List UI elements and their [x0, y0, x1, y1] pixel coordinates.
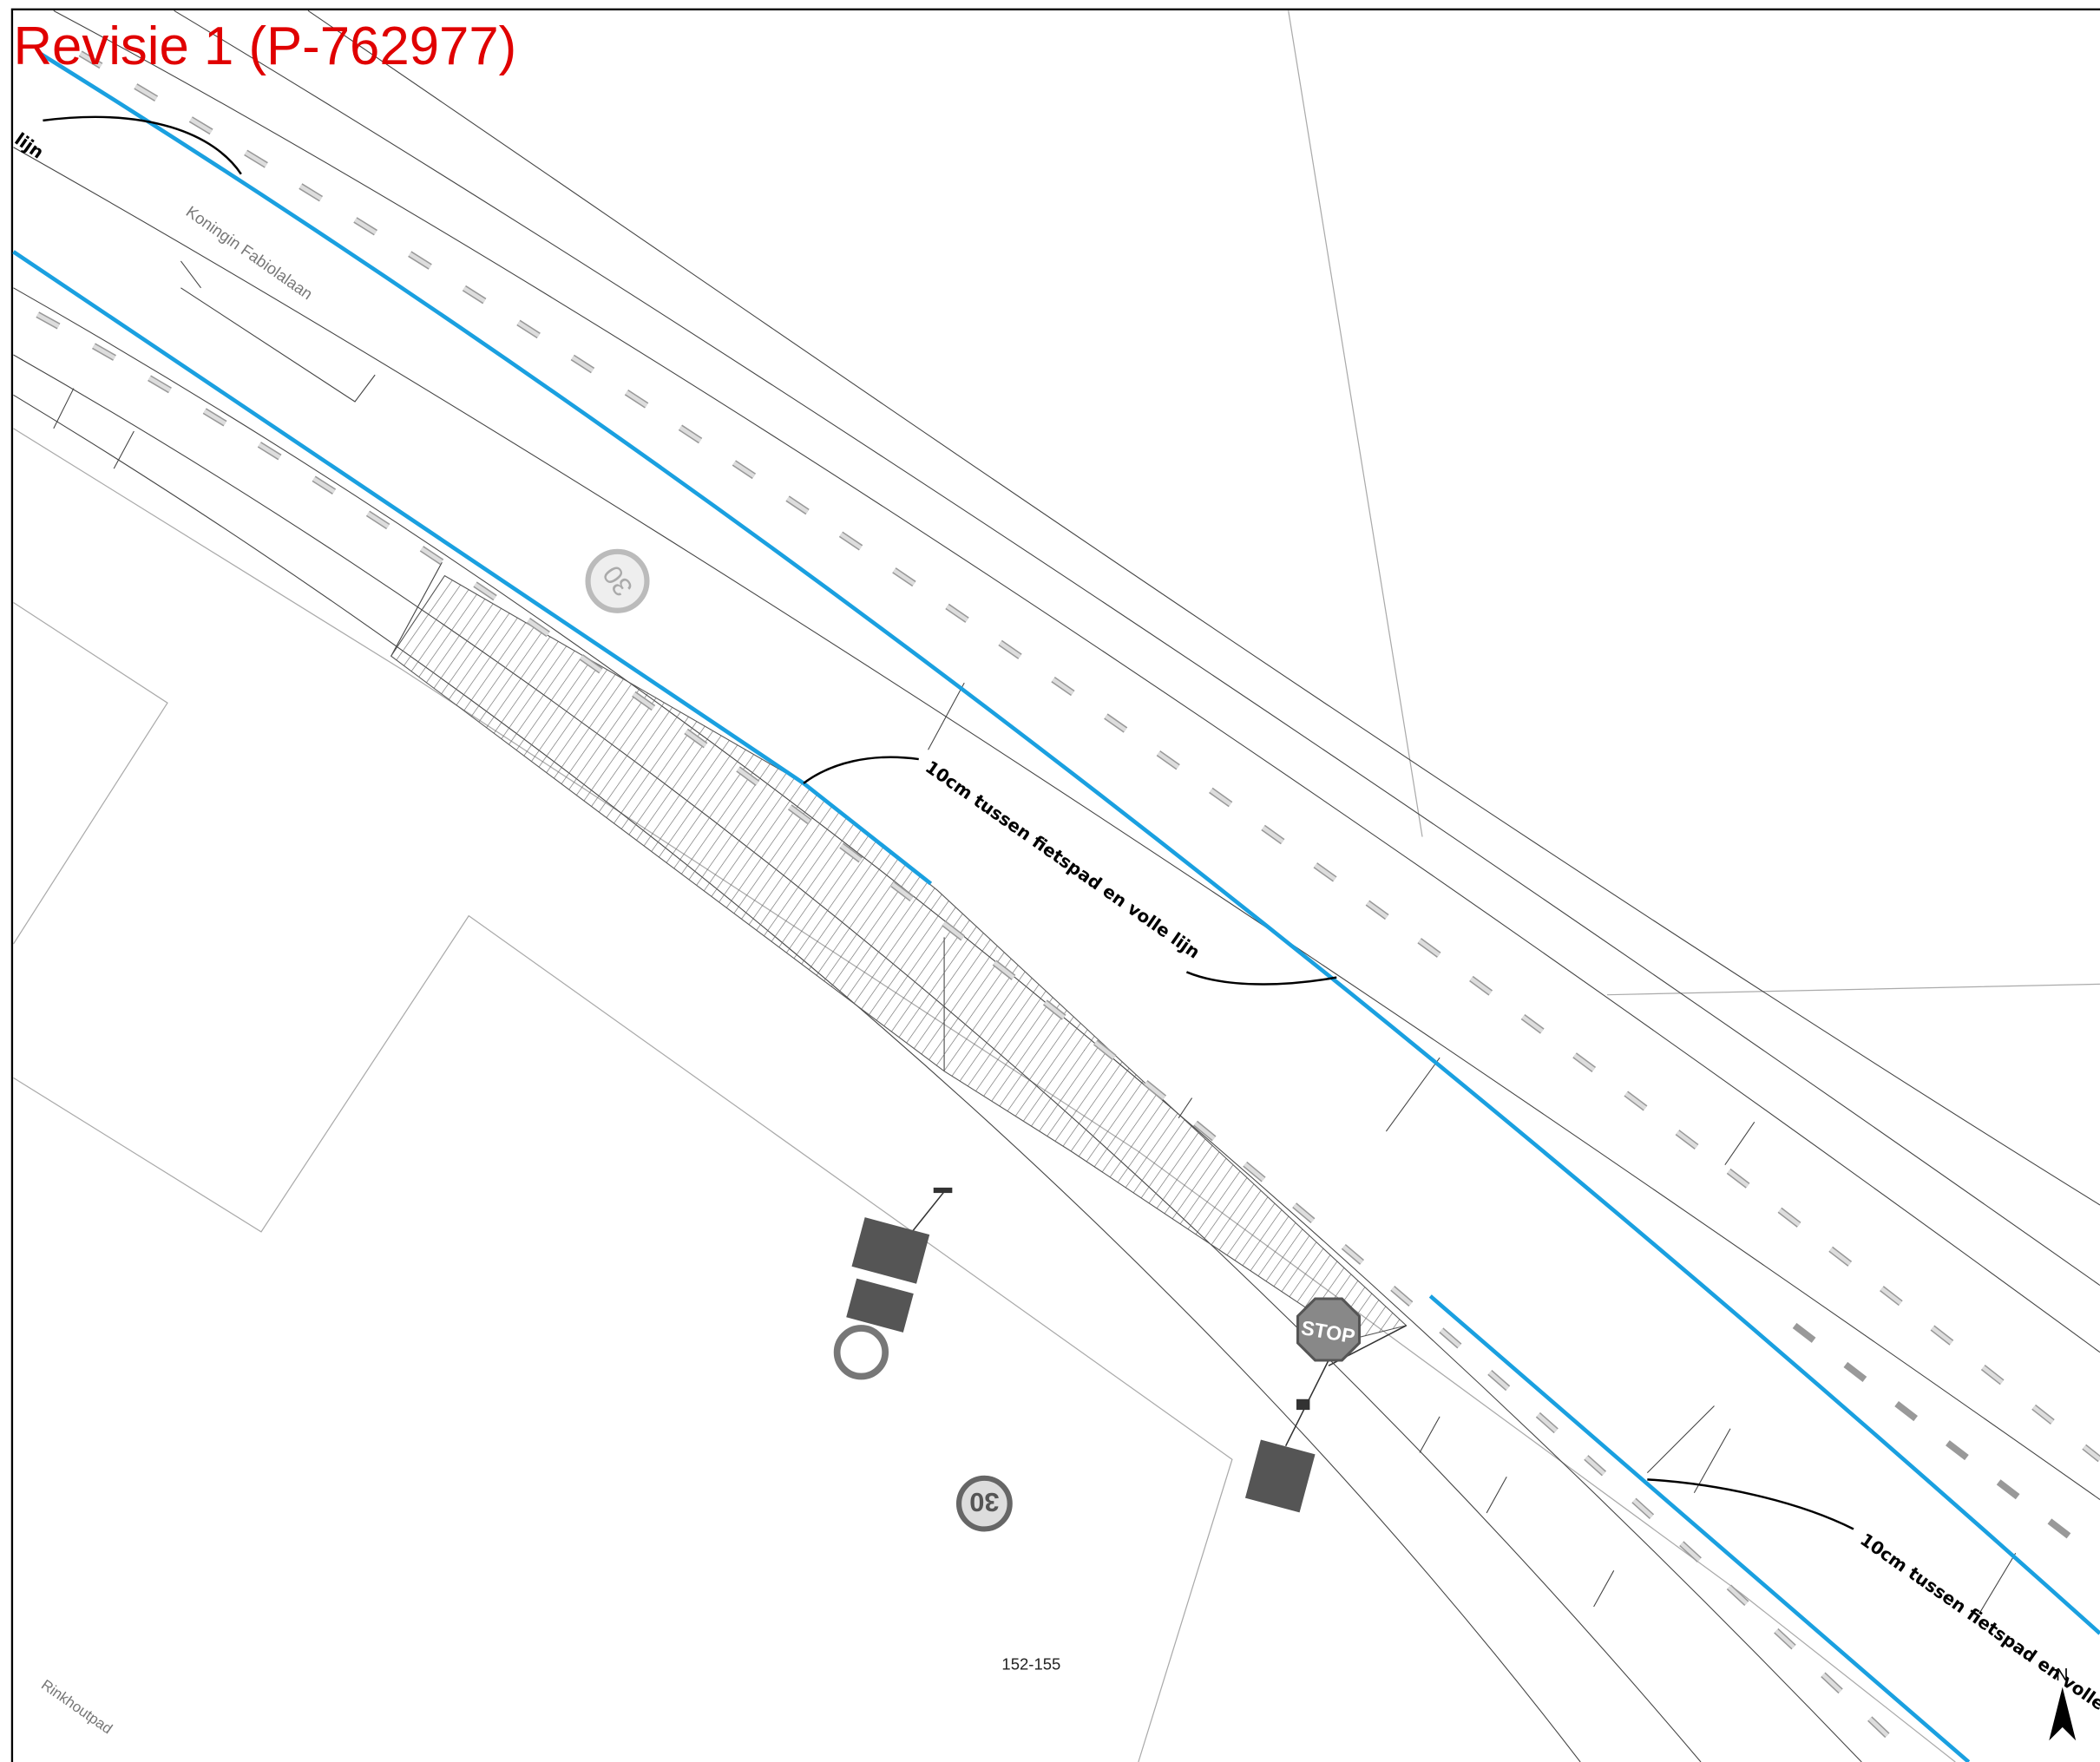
leader [1185, 971, 1337, 986]
sign-base [933, 1187, 953, 1194]
revision-title: Revisie 1 (P-762977) [13, 16, 516, 76]
street-name: Rinkhoutpad [38, 1676, 115, 1737]
dashed-line [1792, 1322, 2100, 1563]
road-edge [53, 10, 2100, 1353]
sign-board [846, 1278, 914, 1333]
dashed-line [78, 50, 2100, 1463]
cycle-line [1428, 1294, 1971, 1762]
plan: lijn Koningin Fabiolalaan Rinkhoutpad 15… [11, 10, 2100, 1762]
parcel-number: 152-155 [1001, 1655, 1060, 1674]
north-label: N [2056, 1666, 2068, 1685]
hatched-area [390, 574, 1408, 1340]
stop-sign [1296, 1297, 1362, 1362]
dashed-line [79, 51, 2100, 1462]
sign-base [1296, 1398, 1310, 1411]
frame [10, 8, 2100, 1762]
prohibition-sign [833, 1325, 889, 1380]
speed-sign [955, 1475, 1013, 1532]
kerb-lines [53, 260, 2017, 1614]
leader [803, 756, 919, 784]
north-arrow [2049, 1687, 2077, 1741]
cycle-line [39, 51, 2100, 1635]
sign-board [1244, 1439, 1316, 1513]
speed-marking [585, 548, 650, 613]
parcel-lines [1288, 10, 2100, 996]
road-edge [13, 147, 2100, 1762]
leader [43, 115, 242, 175]
note: lijn [11, 128, 48, 163]
speed-value: 30 [969, 1487, 999, 1517]
sign-board [851, 1217, 930, 1284]
leader [1647, 1478, 1854, 1530]
